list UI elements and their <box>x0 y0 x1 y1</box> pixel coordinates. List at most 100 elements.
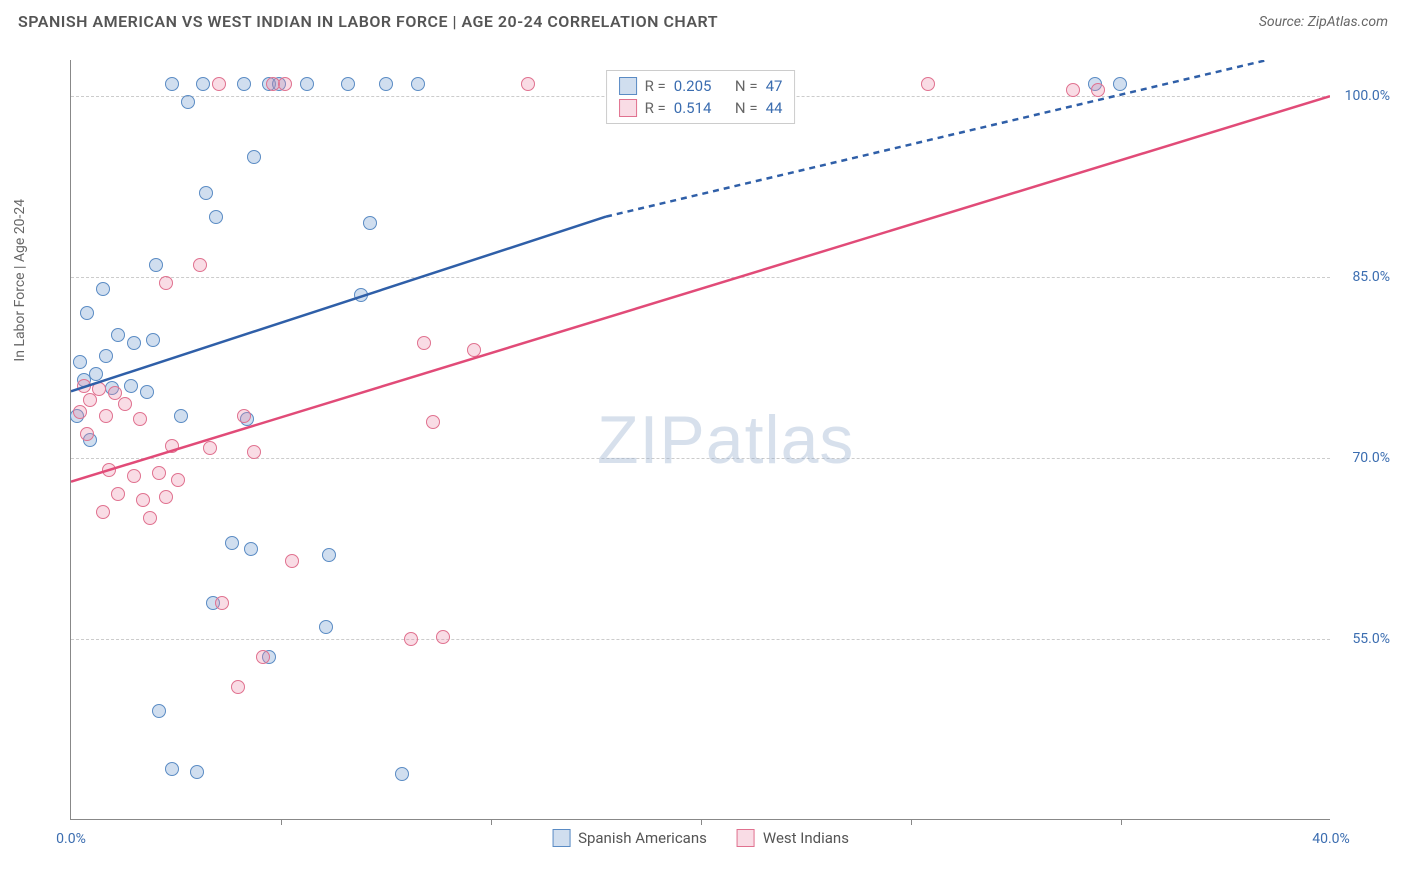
trend-lines-svg <box>71 60 1330 819</box>
data-point <box>436 630 450 644</box>
legend-label-a: Spanish Americans <box>578 829 707 847</box>
watermark-thin: atlas <box>706 402 855 478</box>
r-label: R = <box>645 77 666 95</box>
data-point <box>73 355 87 369</box>
data-point <box>165 439 179 453</box>
data-point <box>83 393 97 407</box>
gridline-h <box>71 639 1330 640</box>
data-point <box>102 463 116 477</box>
data-point <box>159 490 173 504</box>
data-point <box>89 367 103 381</box>
stats-row-series-b: R = 0.514 N = 44 <box>619 97 783 119</box>
data-point <box>247 445 261 459</box>
chart-title: SPANISH AMERICAN VS WEST INDIAN IN LABOR… <box>18 12 718 31</box>
data-point <box>199 186 213 200</box>
data-point <box>231 680 245 694</box>
x-tick-label: 40.0% <box>1312 831 1350 847</box>
y-tick-label: 55.0% <box>1352 631 1390 647</box>
data-point <box>80 306 94 320</box>
n-value-b: 44 <box>766 99 783 117</box>
data-point <box>395 767 409 781</box>
data-point <box>77 379 91 393</box>
y-axis-label: In Labor Force | Age 20-24 <box>12 199 28 362</box>
x-tick <box>911 819 912 825</box>
data-point <box>99 409 113 423</box>
data-point <box>73 405 87 419</box>
swatch-series-a <box>552 829 570 847</box>
data-point <box>143 511 157 525</box>
data-point <box>215 596 229 610</box>
data-point <box>244 542 258 556</box>
gridline-h <box>71 277 1330 278</box>
r-label: R = <box>645 99 666 117</box>
plot-area: ZIPatlas R = 0.205 N = 47 R = 0.514 N = … <box>70 60 1330 820</box>
data-point <box>118 397 132 411</box>
data-point <box>1066 83 1080 97</box>
y-tick-label: 85.0% <box>1352 269 1390 285</box>
data-point <box>209 210 223 224</box>
data-point <box>124 379 138 393</box>
data-point <box>181 95 195 109</box>
watermark-bold: ZIP <box>597 402 706 478</box>
data-point <box>1091 83 1105 97</box>
data-point <box>278 77 292 91</box>
source-label: Source: ZipAtlas.com <box>1259 14 1388 30</box>
data-point <box>96 505 110 519</box>
data-point <box>127 336 141 350</box>
data-point <box>467 343 481 357</box>
data-point <box>417 336 431 350</box>
x-tick <box>281 819 282 825</box>
gridline-h <box>71 458 1330 459</box>
data-point <box>212 77 226 91</box>
swatch-series-a <box>619 77 637 95</box>
watermark: ZIPatlas <box>597 401 854 479</box>
data-point <box>146 333 160 347</box>
data-point <box>136 493 150 507</box>
legend-label-b: West Indians <box>763 829 849 847</box>
data-point <box>285 554 299 568</box>
stats-legend-box: R = 0.205 N = 47 R = 0.514 N = 44 <box>606 70 796 124</box>
bottom-legend: Spanish Americans West Indians <box>552 829 849 847</box>
data-point <box>159 276 173 290</box>
data-point <box>921 77 935 91</box>
data-point <box>111 487 125 501</box>
data-point <box>140 385 154 399</box>
trend-line-solid <box>71 217 606 392</box>
data-point <box>127 469 141 483</box>
data-point <box>319 620 333 634</box>
n-label: N = <box>735 99 758 117</box>
data-point <box>193 258 207 272</box>
x-tick-label: 0.0% <box>56 831 86 847</box>
stats-row-series-a: R = 0.205 N = 47 <box>619 75 783 97</box>
data-point <box>196 77 210 91</box>
data-point <box>99 349 113 363</box>
data-point <box>225 536 239 550</box>
x-tick <box>491 819 492 825</box>
n-label: N = <box>735 77 758 95</box>
swatch-series-b <box>737 829 755 847</box>
data-point <box>174 409 188 423</box>
data-point <box>237 77 251 91</box>
data-point <box>341 77 355 91</box>
data-point <box>80 427 94 441</box>
x-tick <box>1121 819 1122 825</box>
data-point <box>379 77 393 91</box>
y-tick-label: 70.0% <box>1352 450 1390 466</box>
chart-container: In Labor Force | Age 20-24 ZIPatlas R = … <box>50 50 1380 820</box>
y-tick-label: 100.0% <box>1345 88 1390 104</box>
legend-item-a: Spanish Americans <box>552 829 707 847</box>
data-point <box>426 415 440 429</box>
data-point <box>521 77 535 91</box>
legend-item-b: West Indians <box>737 829 849 847</box>
data-point <box>1113 77 1127 91</box>
data-point <box>203 441 217 455</box>
data-point <box>322 548 336 562</box>
data-point <box>256 650 270 664</box>
r-value-a: 0.205 <box>674 77 712 95</box>
data-point <box>190 765 204 779</box>
data-point <box>171 473 185 487</box>
n-value-a: 47 <box>766 77 783 95</box>
data-point <box>404 632 418 646</box>
data-point <box>237 409 251 423</box>
data-point <box>152 704 166 718</box>
